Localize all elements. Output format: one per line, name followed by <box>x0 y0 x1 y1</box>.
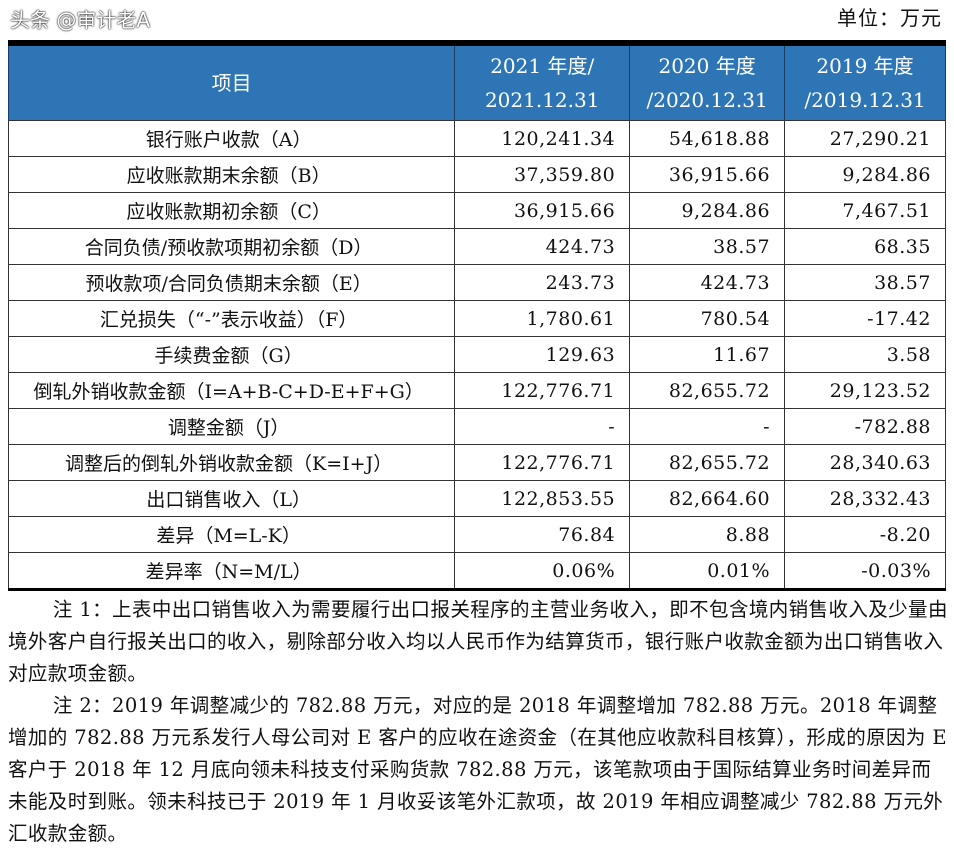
value-2019: 28,340.63 <box>784 444 946 481</box>
unit-label: 单位：万元 <box>837 6 942 30</box>
row-label: 出口销售收入（L） <box>7 480 456 517</box>
table-row: 差异率（N=M/L） 0.06% 0.01% -0.03% <box>7 552 946 590</box>
header-2020: 2020 年度/2020.12.31 <box>629 43 786 121</box>
row-label: 调整后的倒轧外销收款金额（K=I+J） <box>7 444 456 481</box>
value-2020: 82,655.72 <box>629 372 786 409</box>
note-2: 注 2：2019 年调整减少的 782.88 万元，对应的是 2018 年调整增… <box>8 694 948 845</box>
value-2020: 0.01% <box>629 552 786 590</box>
row-label: 合同负债/预收款项期初余额（D） <box>7 228 456 265</box>
value-2019: -8.20 <box>784 516 946 553</box>
row-label: 预收款项/合同负债期末余额（E） <box>7 264 456 301</box>
value-2020: 11.67 <box>629 336 786 373</box>
value-2020: 780.54 <box>629 300 786 337</box>
table-row: 出口销售收入（L） 122,853.55 82,664.60 28,332.43 <box>7 480 946 517</box>
table-row: 合同负债/预收款项期初余额（D） 424.73 38.57 68.35 <box>7 228 946 265</box>
header-text: /2020.12.31 <box>646 88 768 112</box>
value-2019: 3.58 <box>784 336 946 373</box>
row-label: 差异（M=L-K） <box>7 516 456 553</box>
value-2019: 27,290.21 <box>784 120 946 157</box>
header-row: 项目 2021 年度/2021.12.31 2020 年度/2020.12.31… <box>7 43 946 121</box>
value-2020: 8.88 <box>629 516 786 553</box>
table-row: 预收款项/合同负债期末余额（E） 243.73 424.73 38.57 <box>7 264 946 301</box>
value-2020: 9,284.86 <box>629 192 786 229</box>
value-2021: 122,853.55 <box>454 480 631 517</box>
value-2020: - <box>629 408 786 445</box>
value-2021: 424.73 <box>454 228 631 265</box>
row-label: 倒轧外销收款金额（I=A+B-C+D-E+F+G） <box>7 372 456 409</box>
table-row: 差异（M=L-K） 76.84 8.88 -8.20 <box>7 516 946 553</box>
table-row: 倒轧外销收款金额（I=A+B-C+D-E+F+G） 122,776.71 82,65… <box>7 372 946 409</box>
header-2019: 2019 年度/2019.12.31 <box>784 43 946 121</box>
value-2019: -17.42 <box>784 300 946 337</box>
value-2019: 38.57 <box>784 264 946 301</box>
row-label: 汇兑损失（“-”表示收益）（F） <box>7 300 456 337</box>
note-1: 注 1：上表中出口销售收入为需要履行出口报关程序的主营业务收入，即不包含境内销售… <box>8 598 948 685</box>
header-text: 2020 年度 <box>658 54 756 78</box>
row-label: 调整金额（J） <box>7 408 456 445</box>
table-row: 手续费金额（G） 129.63 11.67 3.58 <box>7 336 946 373</box>
header-text: 2021.12.31 <box>484 88 600 112</box>
table-row: 银行账户收款（A） 120,241.34 54,618.88 27,290.21 <box>7 120 946 157</box>
row-label: 银行账户收款（A） <box>7 120 456 157</box>
value-2021: 36,915.66 <box>454 192 631 229</box>
value-2021: - <box>454 408 631 445</box>
table-row: 应收账款期末余额（B） 37,359.80 36,915.66 9,284.86 <box>7 156 946 193</box>
value-2021: 129.63 <box>454 336 631 373</box>
value-2020: 54,618.88 <box>629 120 786 157</box>
value-2021: 120,241.34 <box>454 120 631 157</box>
value-2021: 122,776.71 <box>454 444 631 481</box>
value-2019: 28,332.43 <box>784 480 946 517</box>
value-2021: 0.06% <box>454 552 631 590</box>
receipts-reconciliation-table: 项目 2021 年度/2021.12.31 2020 年度/2020.12.31… <box>7 40 946 591</box>
header-item: 项目 <box>7 43 456 121</box>
table-row: 应收账款期初余额（C） 36,915.66 9,284.86 7,467.51 <box>7 192 946 229</box>
table-row: 调整后的倒轧外销收款金额（K=I+J） 122,776.71 82,655.72 28… <box>7 444 946 481</box>
row-label: 应收账款期初余额（C） <box>7 192 456 229</box>
header-text: 项目 <box>211 71 252 95</box>
value-2019: -0.03% <box>784 552 946 590</box>
value-2019: 68.35 <box>784 228 946 265</box>
notes: 注 1：上表中出口销售收入为需要履行出口报关程序的主营业务收入，即不包含境内销售… <box>8 594 948 850</box>
row-label: 手续费金额（G） <box>7 336 456 373</box>
header-2021: 2021 年度/2021.12.31 <box>454 43 631 121</box>
value-2019: 9,284.86 <box>784 156 946 193</box>
value-2019: -782.88 <box>784 408 946 445</box>
row-label: 应收账款期末余额（B） <box>7 156 456 193</box>
header-text: 2019 年度 <box>816 54 914 78</box>
value-2021: 1,780.61 <box>454 300 631 337</box>
value-2021: 243.73 <box>454 264 631 301</box>
value-2019: 29,123.52 <box>784 372 946 409</box>
header-text: /2019.12.31 <box>804 88 926 112</box>
value-2019: 7,467.51 <box>784 192 946 229</box>
value-2020: 36,915.66 <box>629 156 786 193</box>
table-row: 汇兑损失（“-”表示收益）（F） 1,780.61 780.54 -17.42 <box>7 300 946 337</box>
table-row: 调整金额（J） - - -782.88 <box>7 408 946 445</box>
value-2021: 122,776.71 <box>454 372 631 409</box>
value-2020: 82,655.72 <box>629 444 786 481</box>
value-2020: 82,664.60 <box>629 480 786 517</box>
watermark: 头条 @审计老A <box>10 8 151 32</box>
value-2021: 37,359.80 <box>454 156 631 193</box>
value-2020: 38.57 <box>629 228 786 265</box>
row-label: 差异率（N=M/L） <box>7 552 456 590</box>
value-2020: 424.73 <box>629 264 786 301</box>
value-2021: 76.84 <box>454 516 631 553</box>
header-text: 2021 年度/ <box>490 54 595 78</box>
